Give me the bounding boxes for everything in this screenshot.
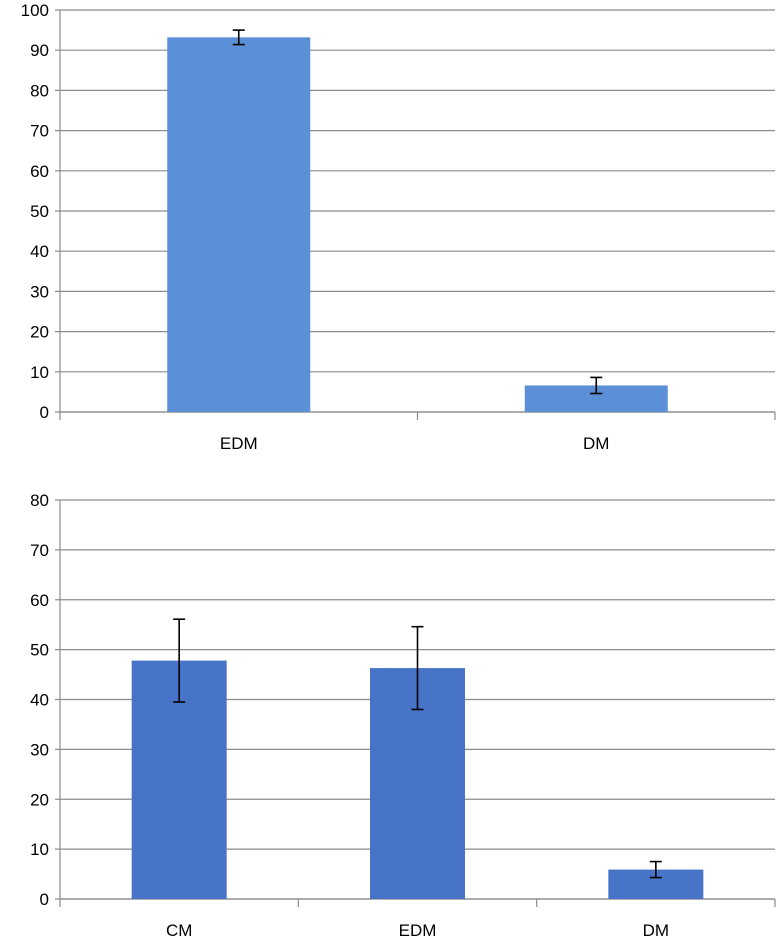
y-tick-label: 70 bbox=[30, 541, 49, 560]
y-tick-label: 20 bbox=[30, 323, 49, 342]
chart-top: 0 10 20 30 40 50 60 70 80 90 100 EDM DM bbox=[21, 1, 776, 453]
y-tick-label: 0 bbox=[40, 890, 49, 909]
y-tick-label: 10 bbox=[30, 363, 49, 382]
y-tick-label: 60 bbox=[30, 162, 49, 181]
x-tick-label: EDM bbox=[220, 434, 258, 453]
y-tick-label: 60 bbox=[30, 591, 49, 610]
y-tick-label: 80 bbox=[30, 81, 49, 100]
x-tick-label: CM bbox=[166, 921, 192, 940]
y-tick-label: 80 bbox=[30, 491, 49, 510]
bar-edm bbox=[167, 37, 311, 412]
x-tick-label: EDM bbox=[399, 921, 437, 940]
y-tick-label: 50 bbox=[30, 202, 49, 221]
y-tick-label: 10 bbox=[30, 840, 49, 859]
x-tick-label: DM bbox=[643, 921, 669, 940]
y-tick-label: 20 bbox=[30, 790, 49, 809]
chart-bottom: 0 10 20 30 40 50 60 70 80 CM EDM DM bbox=[30, 491, 776, 940]
y-tick-label: 0 bbox=[40, 403, 49, 422]
y-tick-label: 70 bbox=[30, 122, 49, 141]
y-tick-label: 40 bbox=[30, 691, 49, 710]
x-tick-label: DM bbox=[583, 434, 609, 453]
y-tick-label: 30 bbox=[30, 740, 49, 759]
y-tick-label: 100 bbox=[21, 1, 49, 20]
y-tick-label: 50 bbox=[30, 641, 49, 660]
y-tick-label: 90 bbox=[30, 41, 49, 60]
y-tick-label: 40 bbox=[30, 242, 49, 261]
y-tick-label: 30 bbox=[30, 282, 49, 301]
